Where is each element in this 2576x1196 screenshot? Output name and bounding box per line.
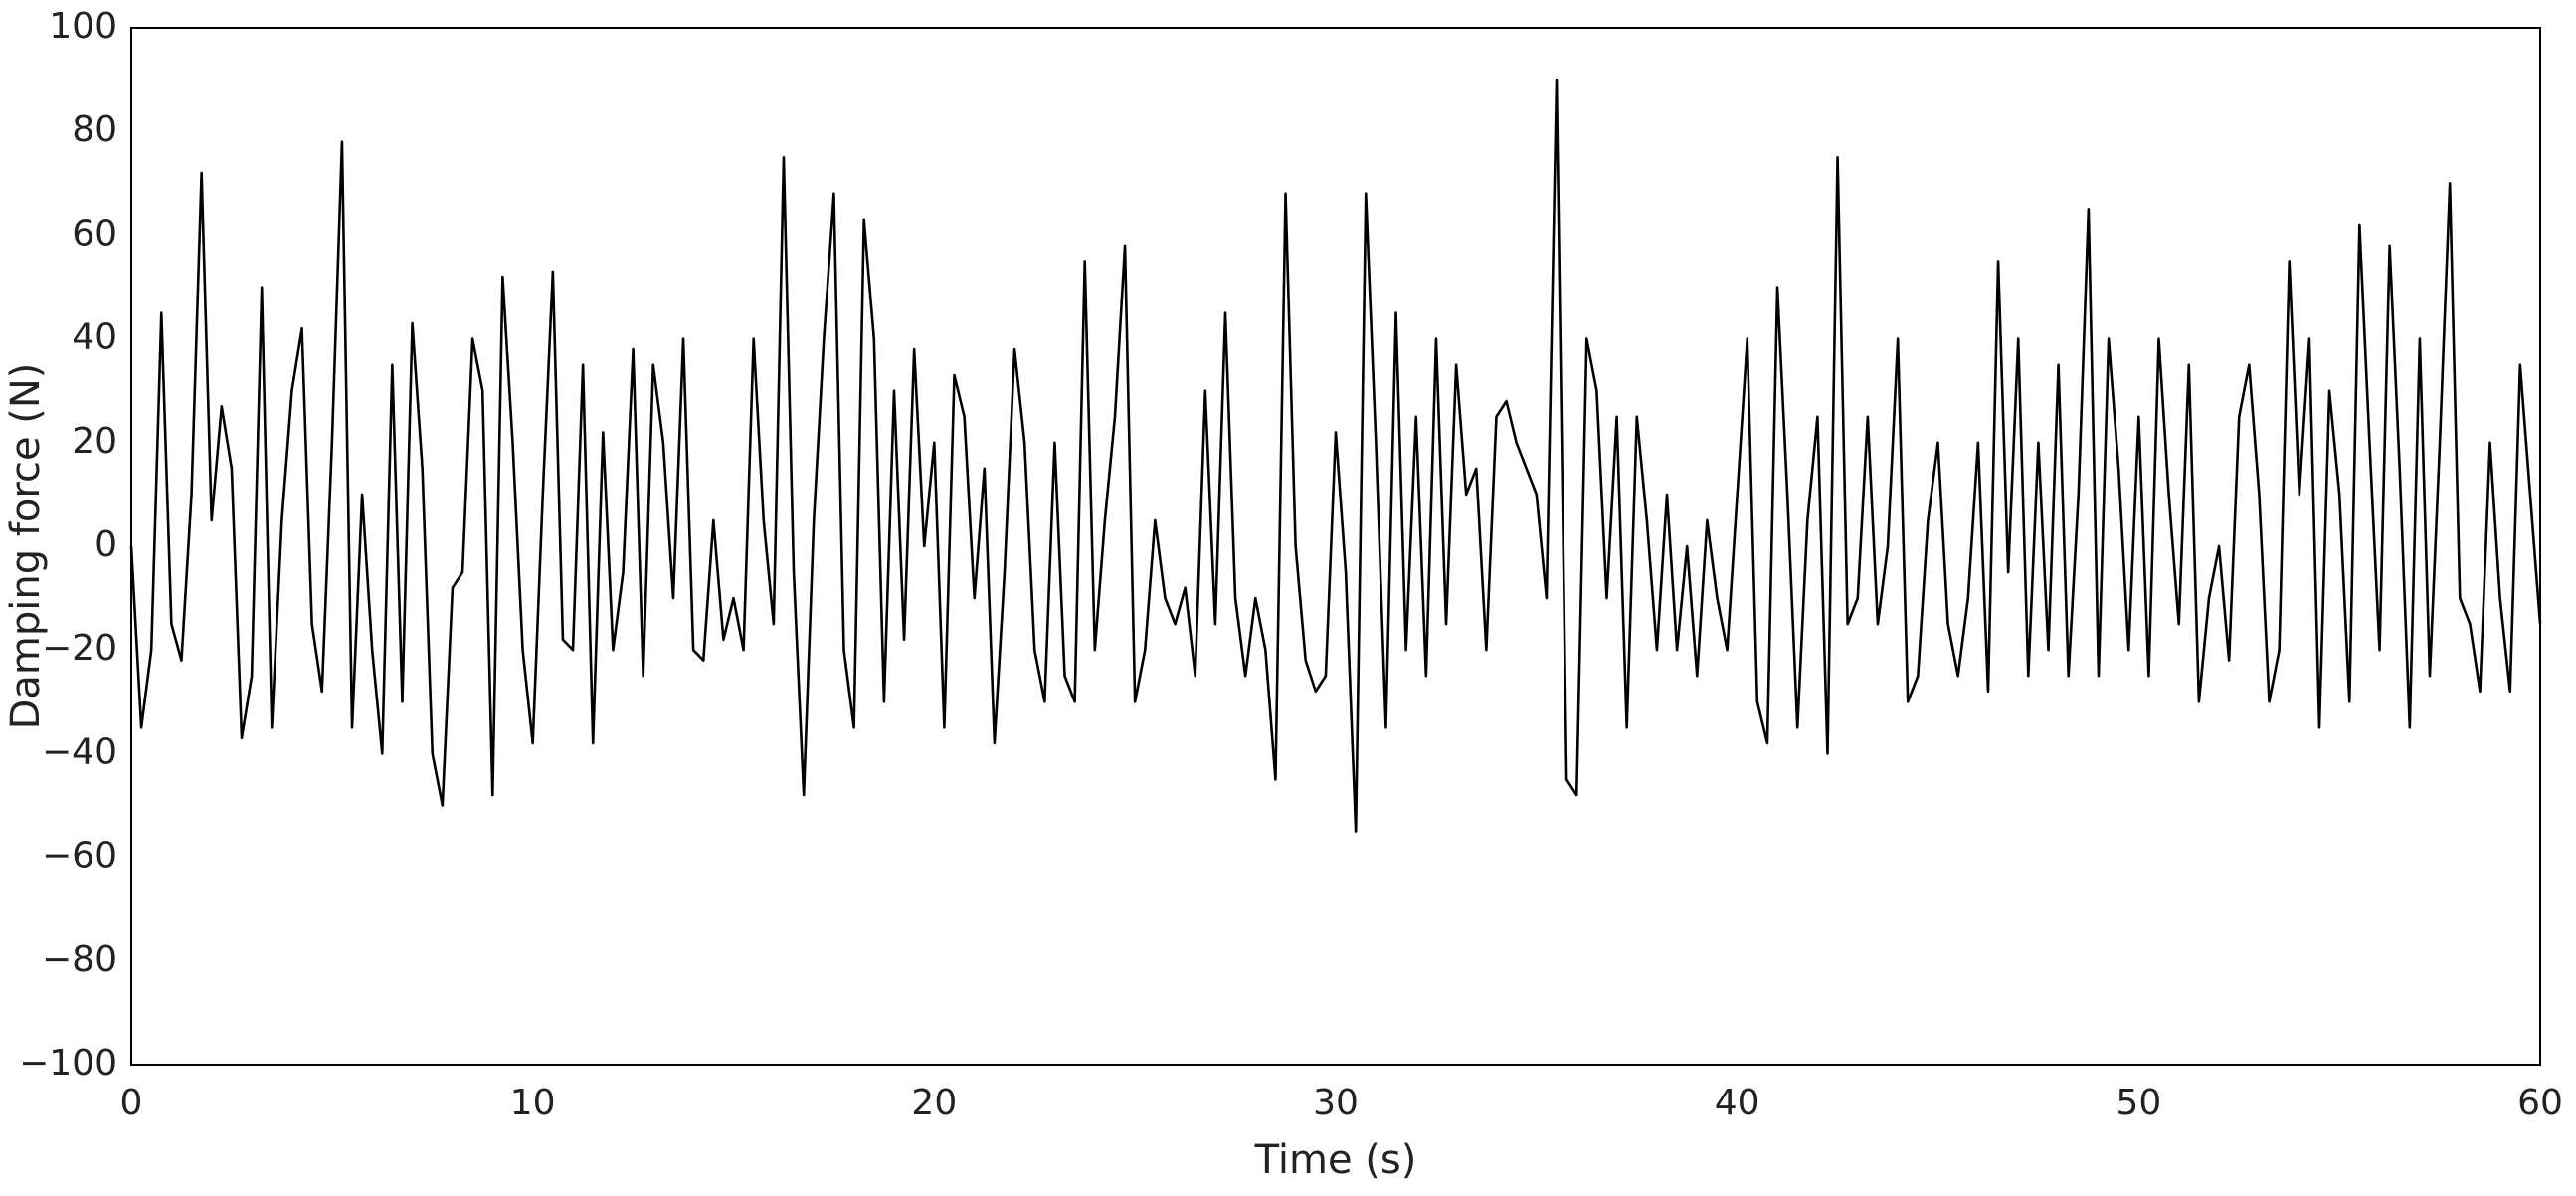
x-tick-label: 30 (1313, 1083, 1359, 1123)
x-tick-label: 40 (1715, 1083, 1760, 1123)
y-tick-label: −40 (42, 731, 117, 772)
y-tick-label: 100 (49, 6, 117, 47)
y-tick-label: −100 (19, 1043, 117, 1084)
y-tick-label: 80 (72, 109, 117, 150)
plot-frame (130, 27, 2541, 1066)
x-tick-label: 60 (2517, 1083, 2563, 1123)
y-tick-label: 0 (94, 524, 117, 565)
y-tick-label: −60 (42, 836, 117, 877)
x-axis-label: Time (s) (1254, 1137, 1417, 1183)
x-tick-label: 10 (510, 1083, 556, 1123)
y-tick-label: −20 (42, 628, 117, 669)
x-tick-label: 20 (911, 1083, 957, 1123)
y-tick-label: 40 (72, 317, 117, 358)
y-tick-label: 20 (72, 421, 117, 462)
y-axis-label: Damping force (N) (3, 363, 49, 730)
x-tick-label: 0 (120, 1083, 143, 1123)
y-tick-label: −80 (42, 939, 117, 980)
y-tick-label: 60 (72, 213, 117, 254)
data-line (129, 78, 2542, 833)
x-tick-label: 50 (2116, 1083, 2161, 1123)
